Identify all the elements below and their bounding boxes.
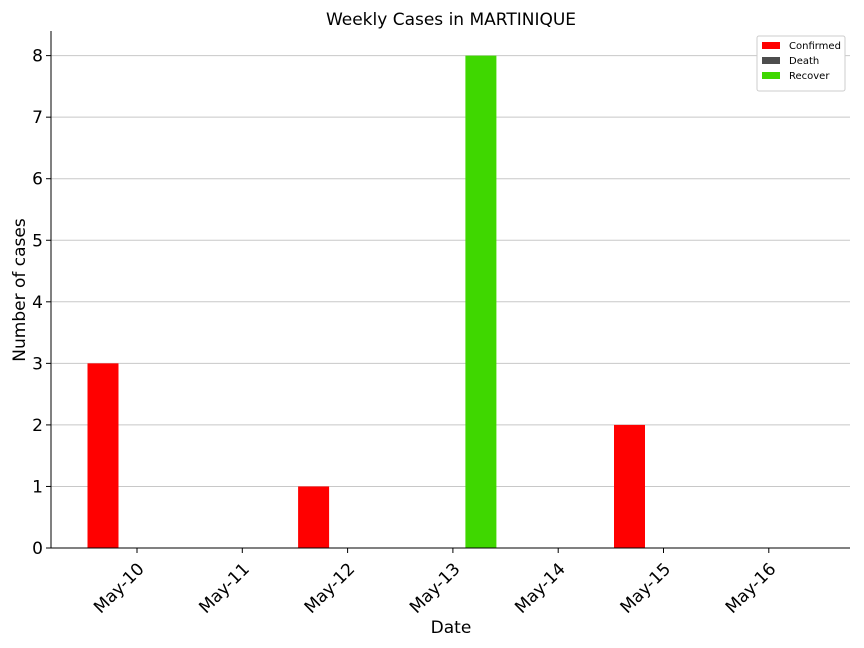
y-axis-label: Number of cases <box>10 218 30 362</box>
bar-confirmed-may-10 <box>87 363 119 548</box>
bar-confirmed-may-12 <box>298 486 330 548</box>
y-tick-label: 6 <box>32 170 43 190</box>
legend: Confirmed Death Recover <box>756 35 846 92</box>
legend-label-recover: Recover <box>789 71 830 82</box>
x-tick-label: May-14 <box>511 559 569 617</box>
y-tick-label: 5 <box>32 231 43 251</box>
bar-confirmed-may-15 <box>614 424 645 548</box>
legend-swatch-confirmed <box>762 42 780 49</box>
chart-title: Weekly Cases in MARTINIQUE <box>326 10 576 30</box>
axes <box>50 31 850 549</box>
legend-swatch-recover <box>762 72 780 79</box>
y-ticks: 0 1 2 3 4 5 6 7 8 <box>32 47 51 559</box>
x-axis-label: Date <box>431 618 472 638</box>
legend-swatch-death <box>762 57 780 64</box>
x-tick-label: May-13 <box>406 559 464 617</box>
x-tick-label: May-12 <box>301 559 359 617</box>
y-tick-label: 2 <box>32 416 43 436</box>
legend-label-death: Death <box>789 56 819 67</box>
y-tick-label: 8 <box>32 47 43 67</box>
y-tick-label: 0 <box>32 539 43 559</box>
y-tick-label: 4 <box>32 293 43 313</box>
bar-recover-may-13 <box>465 55 497 548</box>
legend-label-confirmed: Confirmed <box>789 41 841 52</box>
x-tick-label: May-11 <box>195 559 253 617</box>
y-tick-label: 7 <box>32 108 43 128</box>
x-tick-label: May-15 <box>617 559 675 617</box>
x-ticks: May-10 May-11 May-12 May-13 May-14 May-15 May-… <box>90 548 780 618</box>
x-tick-label: May-16 <box>722 559 780 617</box>
gridlines <box>51 55 850 487</box>
y-tick-label: 3 <box>32 354 43 374</box>
bars <box>87 55 645 548</box>
y-tick-label: 1 <box>32 477 43 497</box>
x-tick-label: May-10 <box>90 559 148 617</box>
